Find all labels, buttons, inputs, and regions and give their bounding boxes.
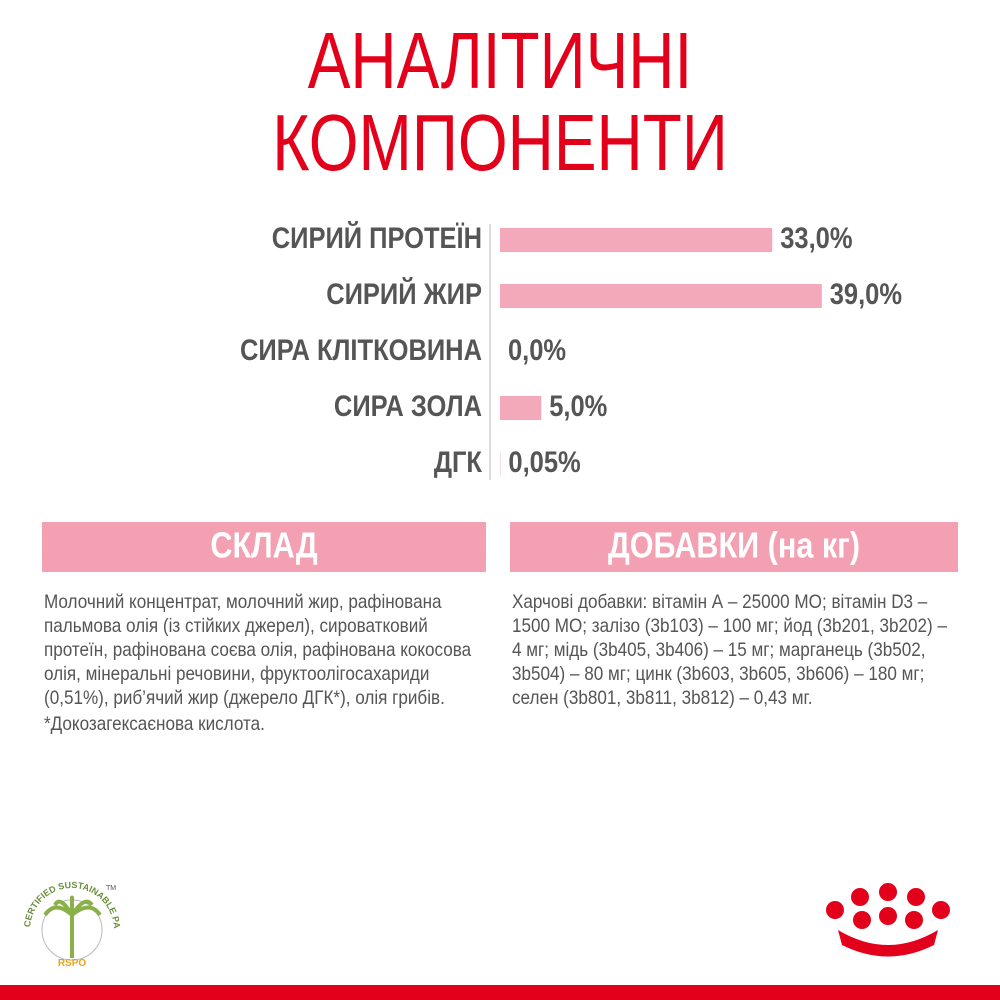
body-text: (0,51%), риб’ячий жир (джерело ДГК*), ол… [44,687,445,708]
body-text: пальмова олія (із стійких джерел), сиров… [44,615,428,636]
header-box [42,522,486,572]
rspo-logo: CERTIFIED SUSTAINABLE PALM OIL TM RSPO [0,0,122,969]
bar [500,396,542,420]
header-box [510,522,958,572]
category-label: ДГК [434,445,483,478]
value-label: 0,05% [508,445,581,478]
title-line: КОМПОНЕНТИ [272,98,728,187]
body-text: Харчові добавки: вітамін А – 25000 МО; в… [512,591,928,612]
crown-base [838,930,938,957]
body-text: протеїн, рафінована соєва олія, рафінова… [44,639,472,660]
crown-dot [879,883,897,901]
bar [500,284,822,308]
crown-dot [905,911,923,929]
rspo-palm [43,895,102,958]
rspo-tm: TM [106,885,116,892]
body-text: олія, мінеральні речовини, фруктоолігоса… [44,663,429,684]
body-text: 1500 МО; залізо (3b103) – 100 мг; йод (3… [512,615,948,636]
category-label: СИРИЙ ПРОТЕЇН [272,220,482,254]
category-label: СИРА КЛІТКОВИНА [240,333,482,366]
footnote: *Докозагексаєнова кислота. [44,713,265,734]
bar [500,228,773,252]
category-label: СИРИЙ ЖИР [326,276,482,310]
body-text: 4 мг; мідь (3b405, 3b406) – 15 мг; марга… [512,639,926,660]
value-label: 33,0% [780,221,853,254]
value-label: 0,0% [508,333,566,366]
crown-dot [907,888,925,906]
rspo-ring-text: CERTIFIED SUSTAINABLE PALM OIL [0,0,122,929]
body-text: Молочний концентрат, молочний жир, рафін… [44,591,442,612]
bottom-strip [0,985,1000,1000]
rspo-mark: RSPO [58,958,87,969]
section-heading: СКЛАД [210,526,317,566]
crown-dot [932,901,950,919]
rspo-ring-text: CERTIFIED SUSTAINABLE PALM OIL [0,0,122,929]
body-text: 3b504) – 80 мг; цинк (3b603, 3b605, 3b60… [512,663,924,684]
value-label: 39,0% [830,277,903,310]
crown-dot [851,888,869,906]
section-heading: ДОБАВКИ (на кг) [608,526,860,566]
crown-dot [826,901,844,919]
crown-dot [853,911,871,929]
value-label: 5,0% [549,389,607,422]
crown-dot [879,907,897,925]
category-label: СИРА ЗОЛА [334,389,482,422]
title-line: АНАЛІТИЧНІ [308,16,693,105]
crown-logo [826,883,950,957]
body-text: селен (3b801, 3b811, 3b812) – 0,43 мг. [512,687,812,708]
